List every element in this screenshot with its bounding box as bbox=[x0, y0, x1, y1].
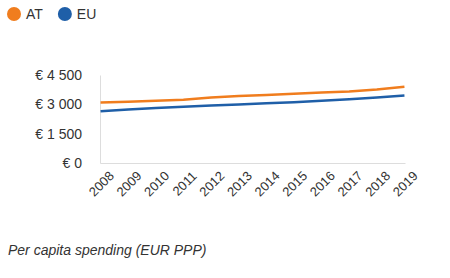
x-tick: 2009 bbox=[114, 163, 145, 199]
y-tick: € 0 bbox=[63, 155, 100, 171]
x-tick: 2017 bbox=[335, 163, 366, 199]
x-tick: 2016 bbox=[307, 163, 338, 199]
x-tick: 2011 bbox=[169, 163, 199, 199]
legend-item: EU bbox=[58, 6, 96, 22]
y-tick-label: € 4 500 bbox=[35, 67, 82, 83]
x-tick: 2010 bbox=[141, 163, 172, 199]
y-tick-label: € 1 500 bbox=[35, 126, 82, 142]
x-tick-label: 2014 bbox=[252, 168, 283, 199]
x-tick-label: 2009 bbox=[114, 168, 145, 199]
caption: Per capita spending (EUR PPP) bbox=[8, 242, 206, 258]
lines bbox=[101, 87, 405, 111]
legend-label: EU bbox=[77, 6, 96, 22]
x-tick: 2014 bbox=[252, 163, 283, 199]
x-tick-label: 2008 bbox=[86, 168, 117, 199]
x-tick-label: 2016 bbox=[307, 168, 338, 199]
series-line bbox=[101, 87, 405, 103]
x-tick-label: 2018 bbox=[362, 168, 393, 199]
y-tick-label: € 0 bbox=[63, 155, 83, 171]
y-tick-label: € 3 000 bbox=[35, 96, 82, 112]
x-tick: 2013 bbox=[224, 163, 255, 199]
chart: AT EU € 0 € 1 500 € 3 000 € 4 500 200820092010… bbox=[0, 0, 450, 278]
x-tick-label: 2013 bbox=[224, 168, 255, 199]
x-tick-label: 2019 bbox=[390, 168, 421, 199]
x-tick-label: 2012 bbox=[196, 168, 227, 199]
legend-item: AT bbox=[7, 6, 43, 22]
y-axis: € 0 € 1 500 € 3 000 € 4 500 bbox=[35, 67, 100, 171]
legend-swatch bbox=[7, 7, 21, 21]
y-tick: € 1 500 bbox=[35, 126, 100, 142]
x-tick-label: 2017 bbox=[335, 168, 366, 199]
legend-swatch bbox=[58, 7, 72, 21]
x-tick: 2012 bbox=[196, 163, 227, 199]
x-tick: 2018 bbox=[362, 163, 393, 199]
y-tick: € 3 000 bbox=[35, 96, 100, 112]
y-tick: € 4 500 bbox=[35, 67, 100, 83]
y-axis-line bbox=[100, 76, 101, 164]
x-tick: 2019 bbox=[390, 163, 421, 199]
x-tick-label: 2010 bbox=[141, 168, 172, 199]
x-tick-label: 2011 bbox=[169, 168, 199, 198]
legend-label: AT bbox=[26, 6, 43, 22]
series-line bbox=[101, 96, 405, 112]
x-axis: 2008200920102011201220132014201520162017… bbox=[86, 163, 421, 199]
x-tick-label: 2015 bbox=[279, 168, 310, 199]
legend: AT EU bbox=[7, 6, 96, 22]
x-tick: 2015 bbox=[279, 163, 310, 199]
x-axis-line bbox=[101, 163, 406, 164]
x-tick: 2008 bbox=[86, 163, 117, 199]
